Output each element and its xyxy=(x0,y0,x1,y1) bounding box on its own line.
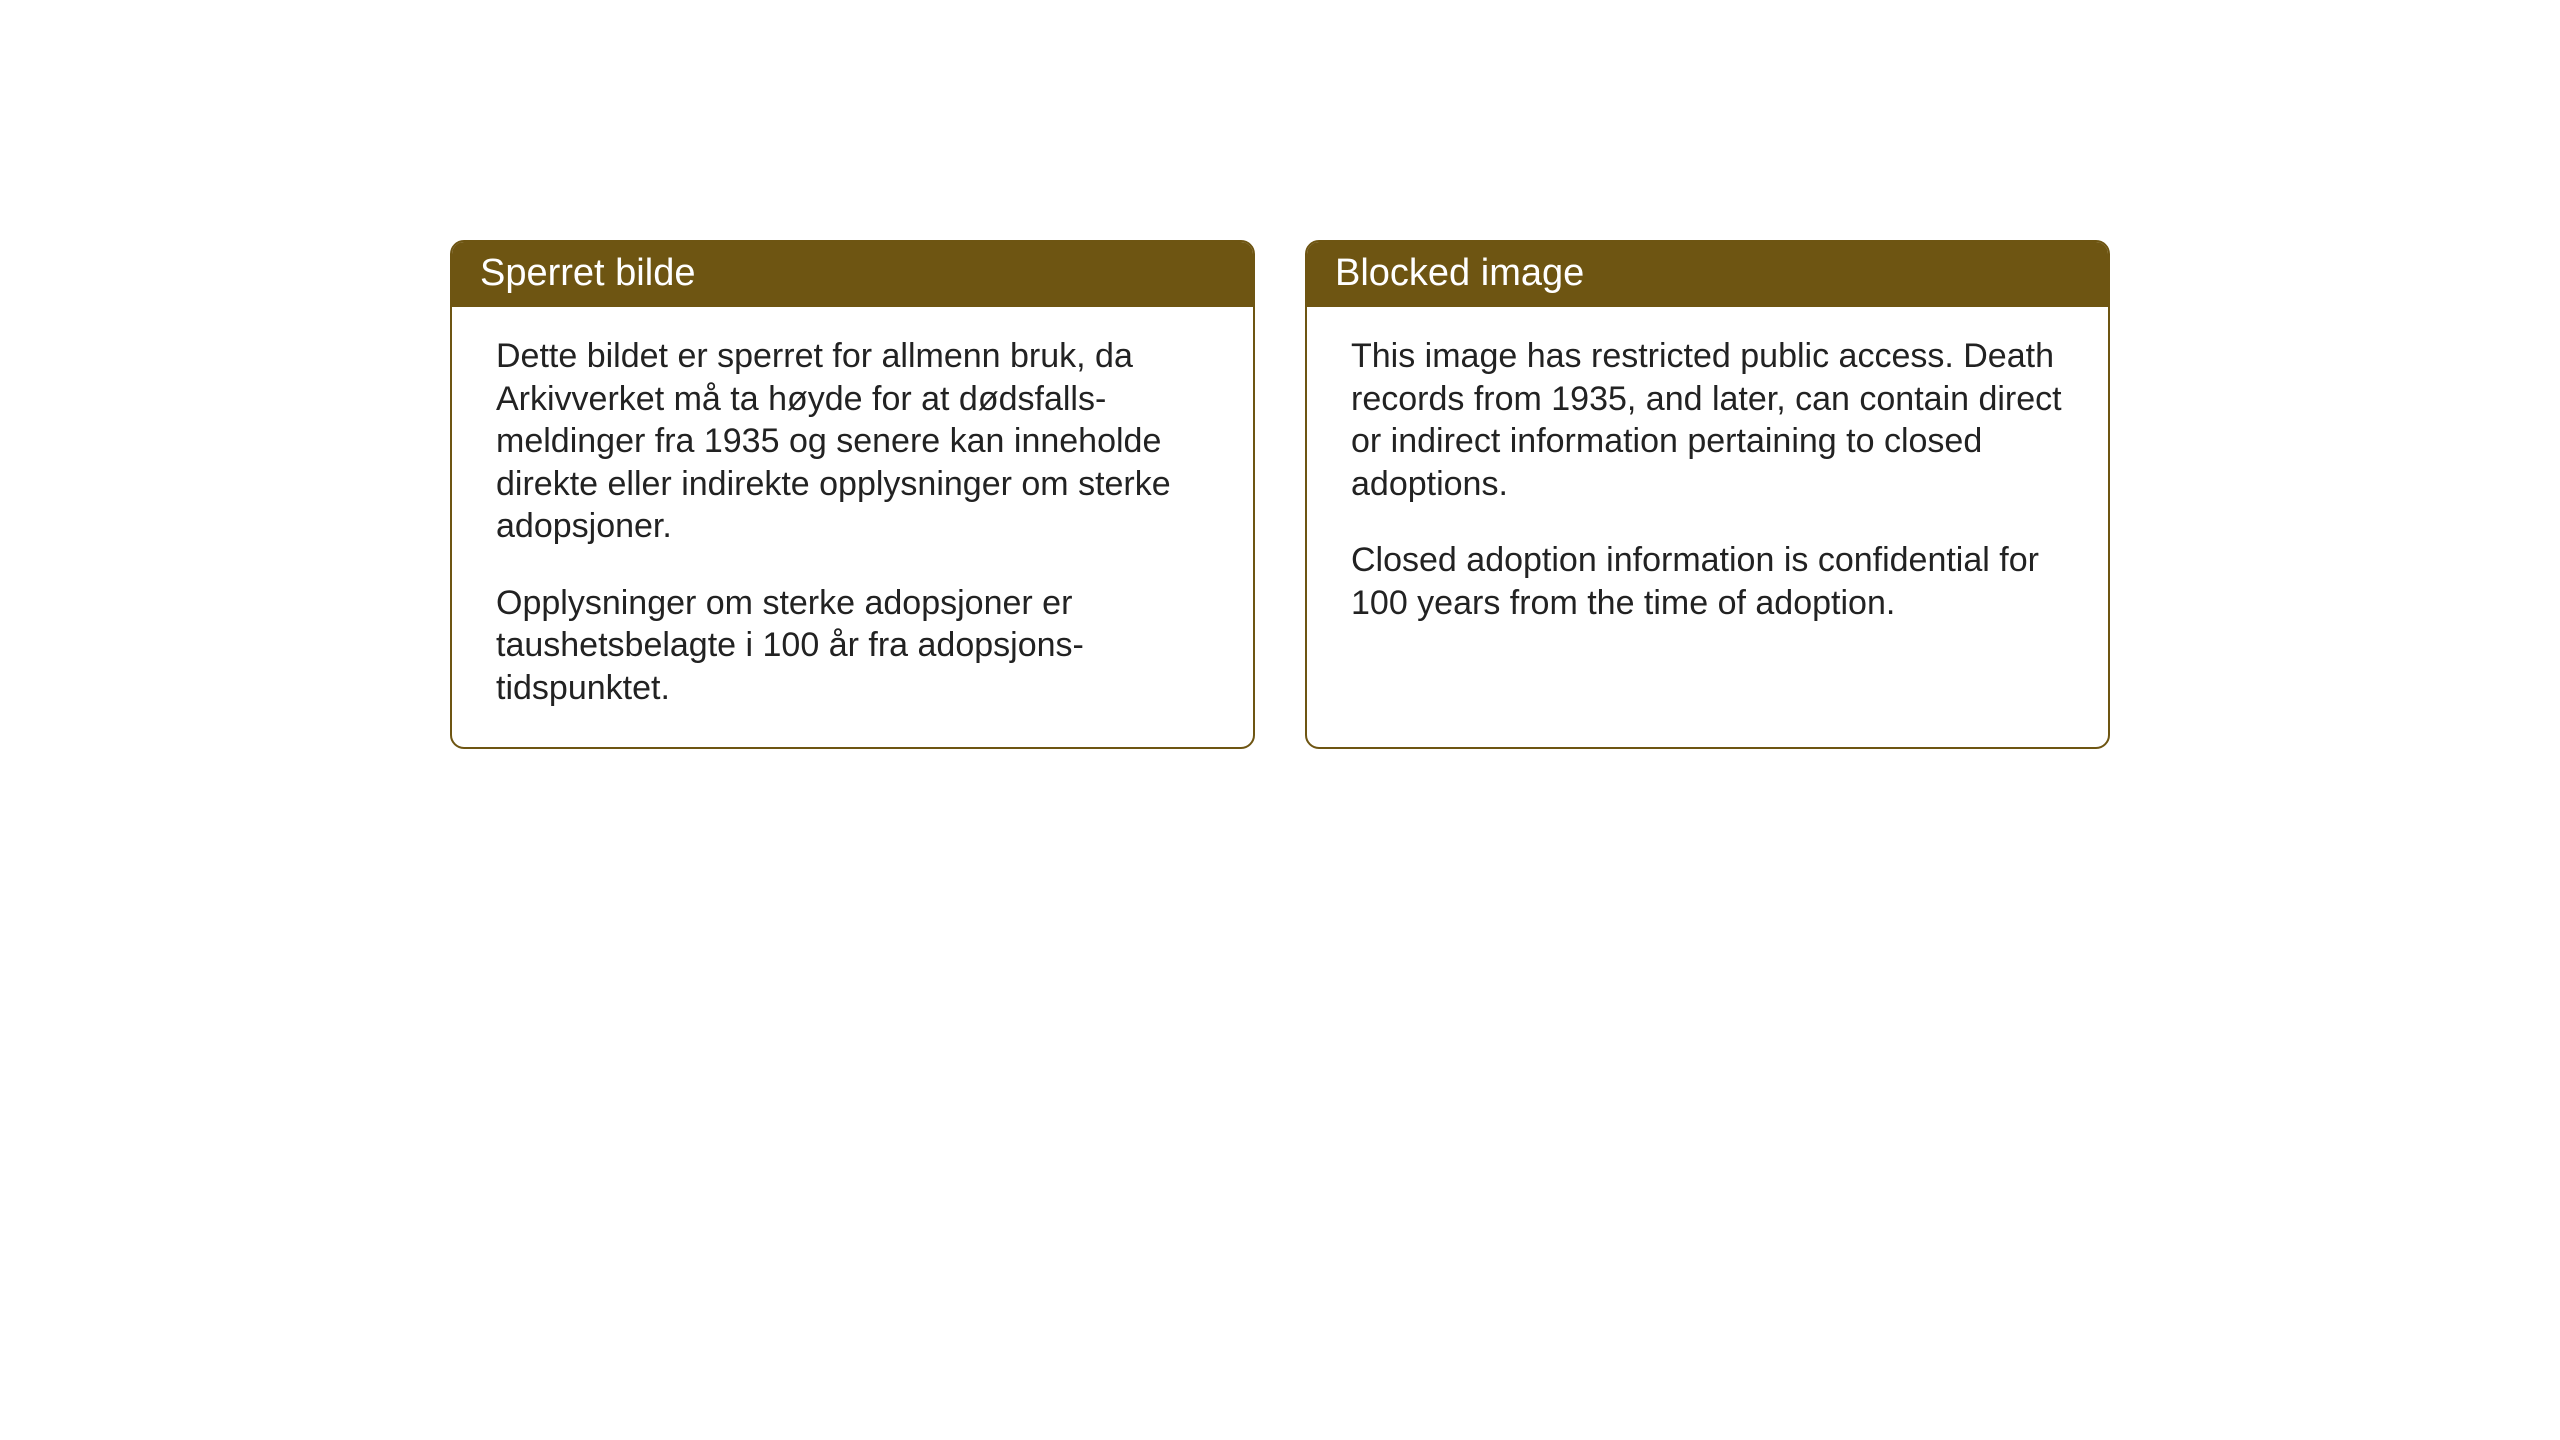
notice-header-norwegian: Sperret bilde xyxy=(452,242,1253,307)
notice-body-norwegian: Dette bildet er sperret for allmenn bruk… xyxy=(452,307,1253,747)
notice-header-english: Blocked image xyxy=(1307,242,2108,307)
notice-paragraph-1-no: Dette bildet er sperret for allmenn bruk… xyxy=(496,335,1209,548)
notice-paragraph-2-no: Opplysninger om sterke adopsjoner er tau… xyxy=(496,582,1209,710)
notice-paragraph-2-en: Closed adoption information is confident… xyxy=(1351,539,2064,624)
notice-paragraph-1-en: This image has restricted public access.… xyxy=(1351,335,2064,505)
notice-box-english: Blocked image This image has restricted … xyxy=(1305,240,2110,749)
notice-body-english: This image has restricted public access.… xyxy=(1307,307,2108,662)
notice-box-norwegian: Sperret bilde Dette bildet er sperret fo… xyxy=(450,240,1255,749)
notice-container: Sperret bilde Dette bildet er sperret fo… xyxy=(450,240,2110,749)
